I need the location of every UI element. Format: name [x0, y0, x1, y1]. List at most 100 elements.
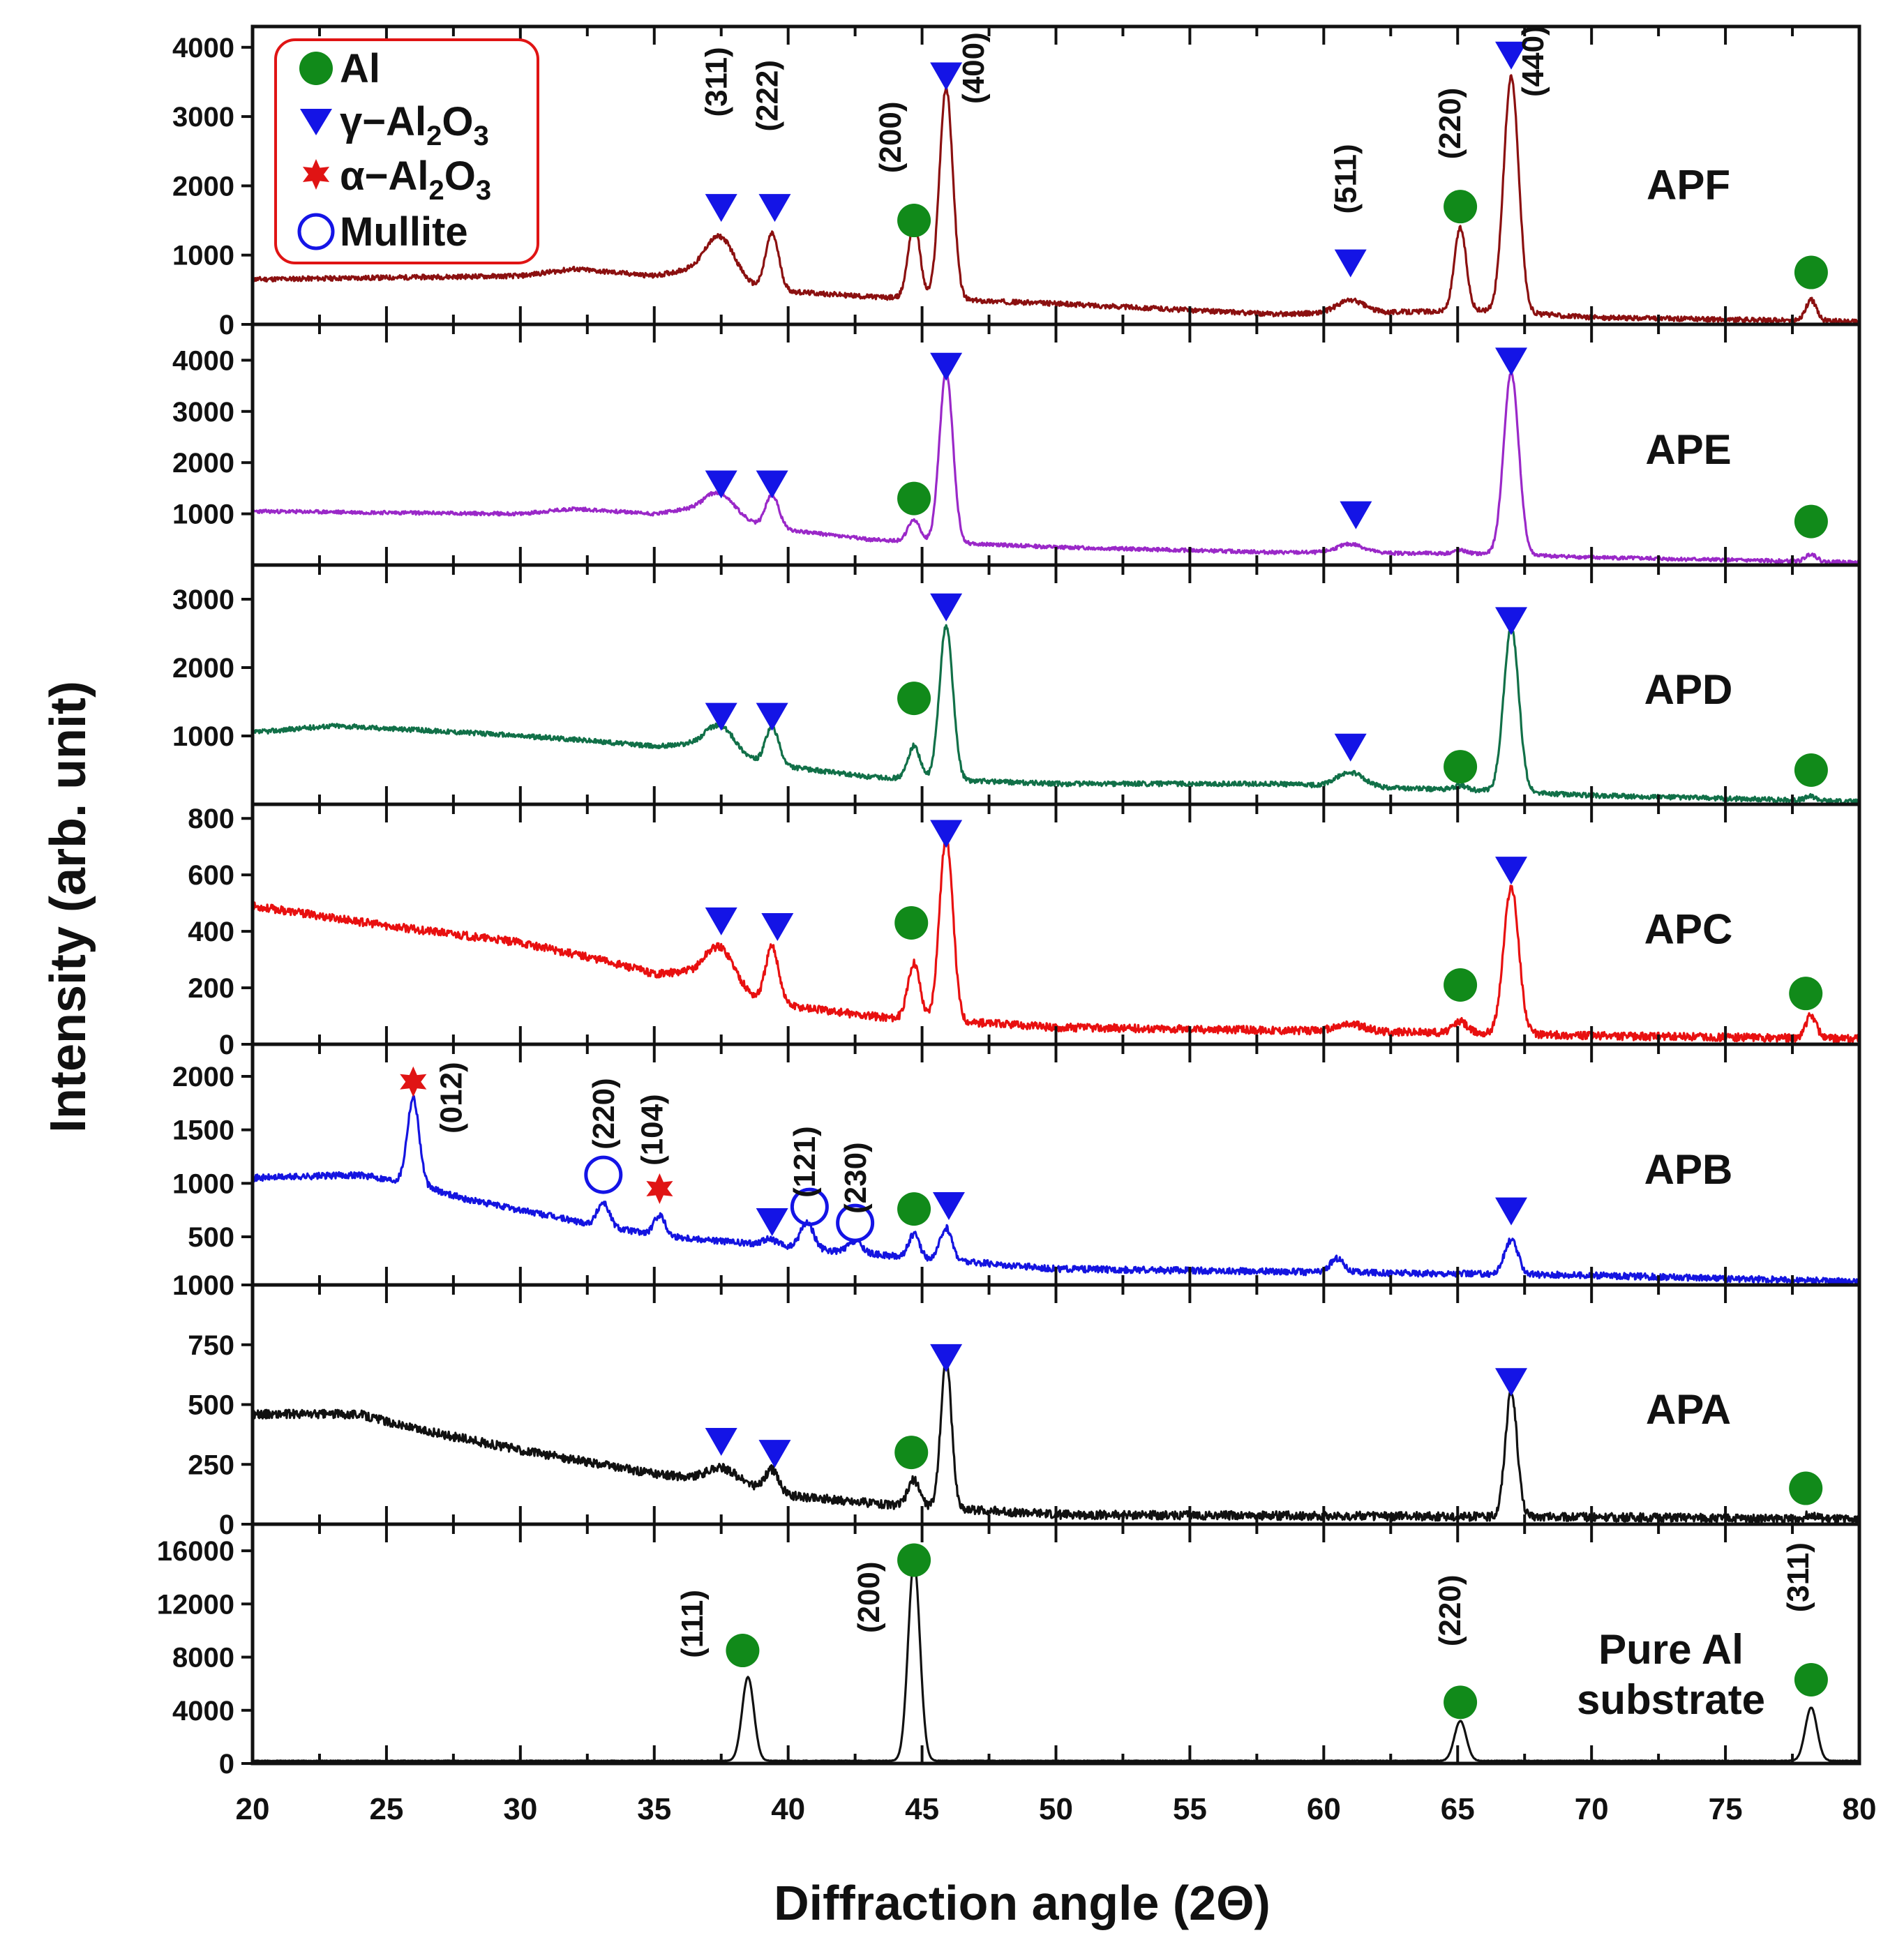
mullite-marker: [790, 1187, 829, 1226]
y-tick-label: 200: [188, 973, 234, 1004]
y-tick-label: 500: [188, 1222, 234, 1253]
al-marker: [1794, 1662, 1828, 1697]
al-marker: [1794, 753, 1828, 787]
panel-frame: [250, 1042, 1861, 1287]
gamma-al2o3-marker: [1495, 347, 1528, 376]
x-tick-label: 30: [503, 1792, 537, 1826]
hkl-label: (200): [852, 1561, 886, 1633]
y-tick-label: 500: [188, 1390, 234, 1421]
sample-name: APE: [1645, 426, 1731, 473]
gamma-al2o3-marker: [756, 702, 788, 731]
al-marker: [897, 682, 931, 716]
x-tick-label: 60: [1307, 1792, 1341, 1826]
series-line: [251, 624, 1861, 805]
y-tick-label: 0: [219, 1749, 234, 1780]
y-tick-label: 0: [219, 310, 234, 340]
mullite-marker: [836, 1203, 875, 1242]
x-axis: 20 25 30 35 40 45 50 55 60 65 70 75 80: [236, 1792, 1877, 1826]
y-tick-label: 2000: [172, 448, 234, 479]
panel-apf: 0 1000 2000 3000 4000 (311) (222) (200) (400) (51…: [172, 24, 1861, 340]
legend-alpha-symbol: [302, 159, 330, 190]
gamma-al2o3-marker: [1334, 249, 1367, 278]
hkl-label: (222): [750, 60, 784, 132]
alpha-al2o3-marker: [646, 1173, 673, 1204]
panel-frame: [250, 802, 1861, 1046]
hkl-label: (400): [957, 32, 991, 104]
gamma-al2o3-marker: [758, 194, 791, 223]
x-axis-title: Diffraction angle (2Θ): [774, 1876, 1270, 1930]
hkl-label: (311): [1781, 1542, 1815, 1612]
legend-mullite-symbol: [297, 213, 335, 250]
gamma-al2o3-marker: [1495, 607, 1528, 635]
y-tick-label: 4000: [172, 33, 234, 63]
x-tick-label: 75: [1709, 1792, 1743, 1826]
hkl-label: (220): [1433, 88, 1467, 160]
gamma-al2o3-marker: [705, 907, 737, 935]
x-tick-label: 70: [1575, 1792, 1609, 1826]
y-tick-label: 1000: [172, 1270, 234, 1301]
al-marker: [1444, 968, 1478, 1002]
y-tick-label: 2000: [172, 171, 234, 202]
y-tick-label: 12000: [157, 1589, 234, 1620]
al-marker: [897, 1543, 931, 1577]
gamma-al2o3-marker: [705, 194, 737, 223]
al-marker: [1444, 750, 1478, 784]
al-marker: [894, 905, 929, 940]
y-tick-label: 1000: [172, 241, 234, 271]
x-tick-label: 50: [1039, 1792, 1073, 1826]
x-tick-label: 25: [369, 1792, 403, 1826]
hkl-label: (200): [874, 102, 908, 174]
y-tick-label: 250: [188, 1450, 234, 1480]
y-tick-label: 4000: [172, 1696, 234, 1726]
gamma-al2o3-marker: [930, 820, 963, 848]
y-tick-label: 4000: [172, 345, 234, 376]
gamma-al2o3-marker: [756, 470, 788, 499]
y-tick-label: 400: [188, 917, 234, 947]
series-line: [251, 834, 1861, 1044]
y-tick-label: 750: [188, 1330, 234, 1361]
y-tick-label: 2000: [172, 1062, 234, 1092]
legend-label: Al: [340, 46, 380, 91]
panel-frame: [250, 563, 1861, 806]
x-tick-label: 40: [771, 1792, 805, 1826]
gamma-al2o3-marker: [705, 470, 737, 499]
gamma-al2o3-marker: [1495, 41, 1528, 70]
y-axis-title: Intensity (arb. unit): [40, 681, 96, 1133]
x-tick-label: 80: [1843, 1792, 1877, 1826]
al-marker: [894, 1436, 929, 1470]
x-tick-label: 55: [1173, 1792, 1207, 1826]
y-tick-label: 600: [188, 860, 234, 891]
hkl-label: (230): [839, 1142, 873, 1214]
hkl-label: (220): [1433, 1575, 1467, 1647]
hkl-label: (511): [1328, 144, 1363, 213]
y-tick-label: 0: [219, 1510, 234, 1540]
al-marker: [726, 1634, 760, 1668]
al-marker: [897, 1192, 931, 1226]
gamma-al2o3-marker: [930, 593, 963, 622]
legend-box: [274, 38, 539, 264]
al-marker: [1444, 1685, 1478, 1720]
panel-frame: [250, 1522, 1861, 1766]
gamma-al2o3-marker: [1334, 733, 1367, 762]
panel-apc: 0 200 400 600 800 APC: [188, 802, 1861, 1060]
hkl-label: (440): [1516, 25, 1550, 97]
legend-label: α−Al2O3: [340, 153, 491, 206]
panel-frame: [250, 322, 1861, 567]
legend-gamma-symbol: [300, 109, 332, 135]
sample-name: APC: [1644, 906, 1733, 953]
series-line: [251, 1358, 1861, 1525]
y-tick-label: 3000: [172, 585, 234, 615]
sample-name: Pure Al: [1598, 1626, 1744, 1673]
hkl-label: (121): [788, 1126, 822, 1198]
hkl-label: (104): [635, 1094, 669, 1166]
gamma-al2o3-marker: [761, 913, 794, 942]
x-tick-label: 45: [905, 1792, 939, 1826]
sample-name: APA: [1646, 1386, 1731, 1433]
gamma-al2o3-marker: [756, 1208, 788, 1236]
y-tick-label: 3000: [172, 102, 234, 133]
al-marker: [897, 204, 931, 238]
x-tick-label: 35: [637, 1792, 671, 1826]
